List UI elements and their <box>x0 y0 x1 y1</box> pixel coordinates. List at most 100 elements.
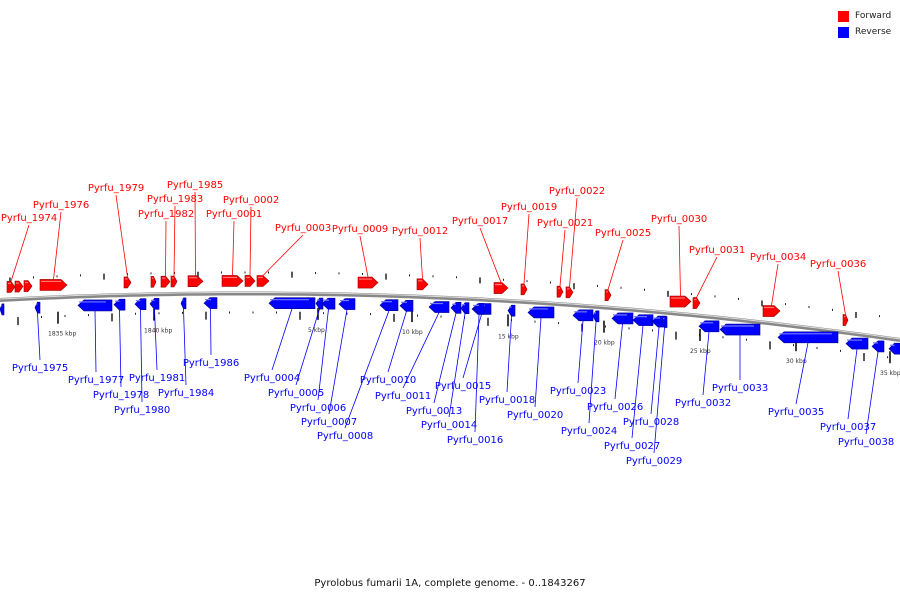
gene-pyrfu_0025[interactable] <box>604 289 612 302</box>
gene-pyrfu_0035[interactable] <box>777 331 839 344</box>
forward-label-pyrfu_1974: Pyrfu_1974 <box>1 213 57 282</box>
reverse-label-pyrfu_1975: Pyrfu_1975 <box>12 313 68 374</box>
gene-pyrfu_0029[interactable] <box>661 316 668 328</box>
svg-text:Pyrfu_1981: Pyrfu_1981 <box>129 373 185 384</box>
gene-fragment[interactable] <box>888 342 900 355</box>
gene-fragment[interactable] <box>0 303 5 316</box>
gene-pyrfu_0033[interactable] <box>719 323 761 336</box>
svg-text:Pyrfu_0028: Pyrfu_0028 <box>623 417 679 428</box>
gene-pyrfu_0021[interactable] <box>556 285 564 298</box>
gene-pyrfu_0012[interactable] <box>416 278 429 291</box>
reverse-label-pyrfu_0029: Pyrfu_0029 <box>626 327 682 467</box>
svg-text:Pyrfu_0022: Pyrfu_0022 <box>549 186 605 197</box>
forward-label-pyrfu_0036: Pyrfu_0036 <box>810 259 866 315</box>
forward-label-pyrfu_0031: Pyrfu_0031 <box>689 245 745 298</box>
gene-pyrfu_0006[interactable] <box>321 297 336 310</box>
gene-pyrfu_0011[interactable] <box>428 301 450 313</box>
gene-pyrfu_1978[interactable] <box>113 298 126 311</box>
gene-pyrfu_0019[interactable] <box>520 283 528 296</box>
gene-pyrfu_0002[interactable] <box>244 275 256 287</box>
gene-pyrfu_0020[interactable] <box>527 306 555 319</box>
gene-pyrfu_1985[interactable] <box>187 275 204 288</box>
reverse-label-pyrfu_0035: Pyrfu_0035 <box>768 342 824 418</box>
svg-text:Pyrfu_0030: Pyrfu_0030 <box>651 214 707 225</box>
forward-label-pyrfu_0017: Pyrfu_0017 <box>452 216 508 283</box>
gene-pyrfu_0001[interactable] <box>221 275 244 287</box>
gene-pyrfu_1974[interactable] <box>6 281 16 293</box>
gene-pyrfu_0022[interactable] <box>565 286 574 299</box>
gene-pyrfu_1986[interactable] <box>203 297 218 309</box>
forward-label-pyrfu_0001: Pyrfu_0001 <box>206 209 262 276</box>
gene-fragment[interactable] <box>23 280 33 292</box>
gene-pyrfu_1980[interactable] <box>134 298 147 310</box>
gene-pyrfu_0018[interactable] <box>507 304 516 317</box>
gene-pyrfu_0005[interactable] <box>315 297 324 310</box>
reverse-label-pyrfu_0014: Pyrfu_0014 <box>421 313 477 431</box>
reverse-label-pyrfu_0028: Pyrfu_0028 <box>623 326 679 428</box>
gene-pyrfu_1977[interactable] <box>77 299 113 312</box>
gene-pyrfu_0037[interactable] <box>845 337 869 350</box>
gene-fragment[interactable] <box>14 280 24 293</box>
svg-text:Pyrfu_0005: Pyrfu_0005 <box>268 388 324 399</box>
legend-label-forward: Forward <box>855 11 892 21</box>
svg-text:Pyrfu_1975: Pyrfu_1975 <box>12 363 68 374</box>
legend-label-reverse: Reverse <box>855 27 892 37</box>
reverse-label-pyrfu_0027: Pyrfu_0027 <box>604 325 660 452</box>
gene-pyrfu_1979[interactable] <box>123 276 132 289</box>
scale-label: 1835 kbp <box>48 331 76 338</box>
gene-pyrfu_1984[interactable] <box>180 297 187 310</box>
gene-pyrfu_0036[interactable] <box>842 314 849 326</box>
gene-pyrfu_0024[interactable] <box>592 310 600 323</box>
gene-pyrfu_0027[interactable] <box>632 314 654 326</box>
forward-label-pyrfu_1985: Pyrfu_1985 <box>167 180 223 276</box>
reverse-label-pyrfu_0006: Pyrfu_0006 <box>290 309 346 414</box>
svg-text:Pyrfu_1983: Pyrfu_1983 <box>147 194 203 205</box>
gene-fragment[interactable] <box>150 276 157 288</box>
gene-pyrfu_1976[interactable] <box>39 279 68 291</box>
gene-pyrfu_0034[interactable] <box>762 305 781 317</box>
gene-pyrfu_0003[interactable] <box>256 275 270 287</box>
gene-pyrfu_0031[interactable] <box>692 297 701 309</box>
legend-item-reverse: Reverse <box>838 24 891 40</box>
gene-pyrfu_0017[interactable] <box>493 282 509 294</box>
gene-pyrfu_1981[interactable] <box>149 298 160 310</box>
svg-text:Pyrfu_0032: Pyrfu_0032 <box>675 398 731 409</box>
reverse-label-pyrfu_1981: Pyrfu_1981 <box>129 309 185 384</box>
gene-pyrfu_0007[interactable] <box>338 298 356 310</box>
gene-pyrfu_0009[interactable] <box>357 276 379 289</box>
svg-text:Pyrfu_0031: Pyrfu_0031 <box>689 245 745 256</box>
svg-text:Pyrfu_0013: Pyrfu_0013 <box>406 406 462 417</box>
reverse-label-pyrfu_1986: Pyrfu_1986 <box>183 308 239 369</box>
svg-text:Pyrfu_1985: Pyrfu_1985 <box>167 180 223 191</box>
reverse-label-pyrfu_1977: Pyrfu_1977 <box>68 310 124 386</box>
gene-pyrfu_0004[interactable] <box>268 297 316 309</box>
svg-text:Pyrfu_0010: Pyrfu_0010 <box>360 375 416 386</box>
gene-pyrfu_0030[interactable] <box>669 295 692 308</box>
gene-pyrfu_0038[interactable] <box>871 340 885 353</box>
svg-text:Pyrfu_0021: Pyrfu_0021 <box>537 218 593 229</box>
gene-pyrfu_1983[interactable] <box>170 275 178 288</box>
gene-pyrfu_0016[interactable] <box>473 303 485 315</box>
scale-label: 10 kbp <box>402 329 423 336</box>
gene-pyrfu_1975[interactable] <box>34 301 41 314</box>
reverse-label-pyrfu_0023: Pyrfu_0023 <box>550 320 606 397</box>
gene-pyrfu_0014[interactable] <box>460 302 470 314</box>
legend: Forward Reverse <box>838 8 891 40</box>
svg-text:Pyrfu_0014: Pyrfu_0014 <box>421 420 477 431</box>
svg-text:Pyrfu_0006: Pyrfu_0006 <box>290 403 346 414</box>
gene-pyrfu_0032[interactable] <box>698 320 720 333</box>
gene-pyrfu_0023[interactable] <box>572 309 594 322</box>
svg-text:Pyrfu_0027: Pyrfu_0027 <box>604 441 660 452</box>
svg-text:Pyrfu_0029: Pyrfu_0029 <box>626 456 682 467</box>
scale-label: 1840 kbp <box>144 328 172 335</box>
gene-pyrfu_0010[interactable] <box>399 299 414 312</box>
gene-pyrfu_1982[interactable] <box>160 275 171 288</box>
gene-pyrfu_0013[interactable] <box>450 301 462 314</box>
reverse-label-pyrfu_0018: Pyrfu_0018 <box>479 316 535 406</box>
reverse-swatch <box>838 26 849 38</box>
reverse-label-pyrfu_0004: Pyrfu_0004 <box>244 308 300 384</box>
gene-pyrfu_0008[interactable] <box>379 299 399 311</box>
gene-pyrfu_0026[interactable] <box>611 312 634 325</box>
reverse-label-pyrfu_0033: Pyrfu_0033 <box>712 335 768 394</box>
svg-text:Pyrfu_0004: Pyrfu_0004 <box>244 373 300 384</box>
